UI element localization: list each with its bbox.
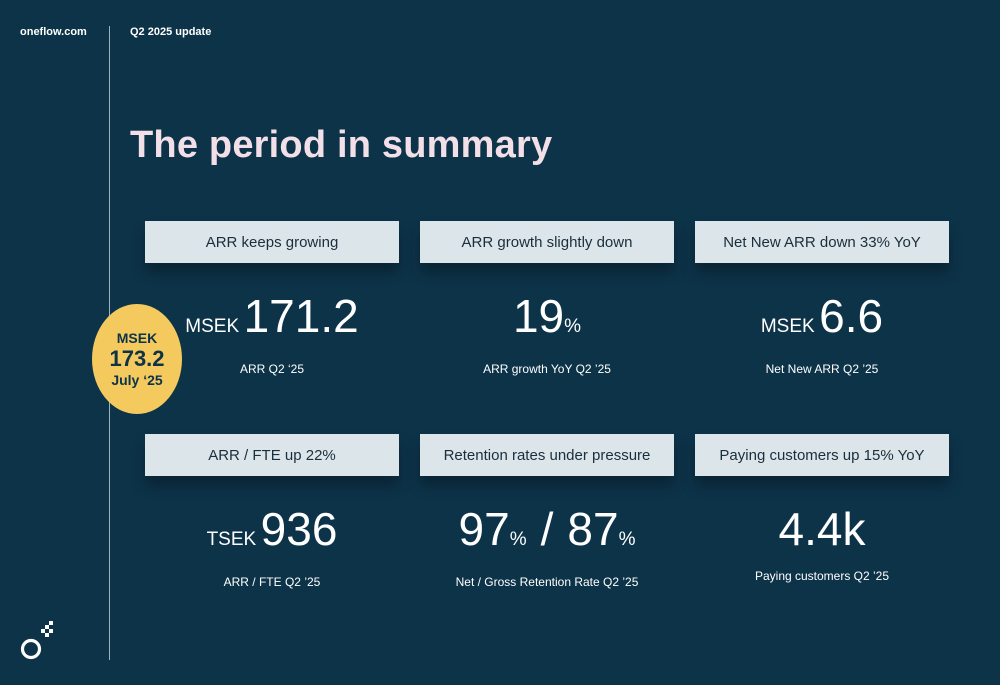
oneflow-logo-icon [20, 621, 53, 660]
card-heading-arr-growth: ARR growth slightly down [420, 221, 674, 263]
caption-net-new-arr: Net New ARR Q2 ’25 [765, 362, 879, 376]
badge-value: 173.2 [109, 346, 165, 372]
metric-arr-fte: TSEK 936 [145, 502, 399, 556]
arr-badge: MSEK 173.2 July ‘25 [92, 304, 182, 414]
period-label: Q2 2025 update [130, 26, 212, 38]
metric-paying-customers: 4.4k [695, 502, 949, 556]
metric-value: 4.4k [778, 503, 866, 555]
metric-suffix: % [618, 529, 636, 550]
metric-arr-growth: 19% [420, 289, 674, 343]
badge-unit: MSEK [116, 330, 158, 347]
metric-value-gross: 87 [567, 503, 619, 555]
caption-paying-customers: Paying customers Q2 ’25 [754, 569, 890, 583]
caption-arr: ARR Q2 ‘25 [239, 362, 305, 376]
metric-value: 6.6 [819, 290, 884, 342]
badge-date: July ‘25 [111, 371, 163, 388]
caption-retention: Net / Gross Retention Rate Q2 ’25 [455, 575, 639, 589]
card-heading-retention: Retention rates under pressure [420, 434, 674, 476]
metric-unit: TSEK [206, 529, 257, 550]
metric-retention: 97% /87% [420, 502, 674, 556]
card-heading-net-new-arr: Net New ARR down 33% YoY [695, 221, 949, 263]
metric-arr: MSEK 171.2 [145, 289, 399, 343]
metric-value: 171.2 [243, 290, 359, 342]
site-url: oneflow.com [20, 26, 87, 38]
page-title: The period in summary [130, 124, 553, 166]
card-heading-arr: ARR keeps growing [145, 221, 399, 263]
caption-arr-fte: ARR / FTE Q2 ’25 [223, 575, 321, 589]
card-heading-paying-customers: Paying customers up 15% YoY [695, 434, 949, 476]
metric-suffix: % [564, 316, 582, 337]
metric-net-new-arr: MSEK 6.6 [695, 289, 949, 343]
card-heading-arr-fte: ARR / FTE up 22% [145, 434, 399, 476]
metric-unit: MSEK [185, 316, 240, 337]
metric-separator: / [540, 503, 554, 555]
metric-value: 936 [260, 503, 338, 555]
metric-suffix: % [509, 529, 527, 550]
metric-unit: MSEK [760, 316, 815, 337]
metric-value-net: 97 [458, 503, 510, 555]
caption-arr-growth: ARR growth YoY Q2 ’25 [483, 362, 611, 376]
metric-value: 19 [512, 290, 565, 342]
